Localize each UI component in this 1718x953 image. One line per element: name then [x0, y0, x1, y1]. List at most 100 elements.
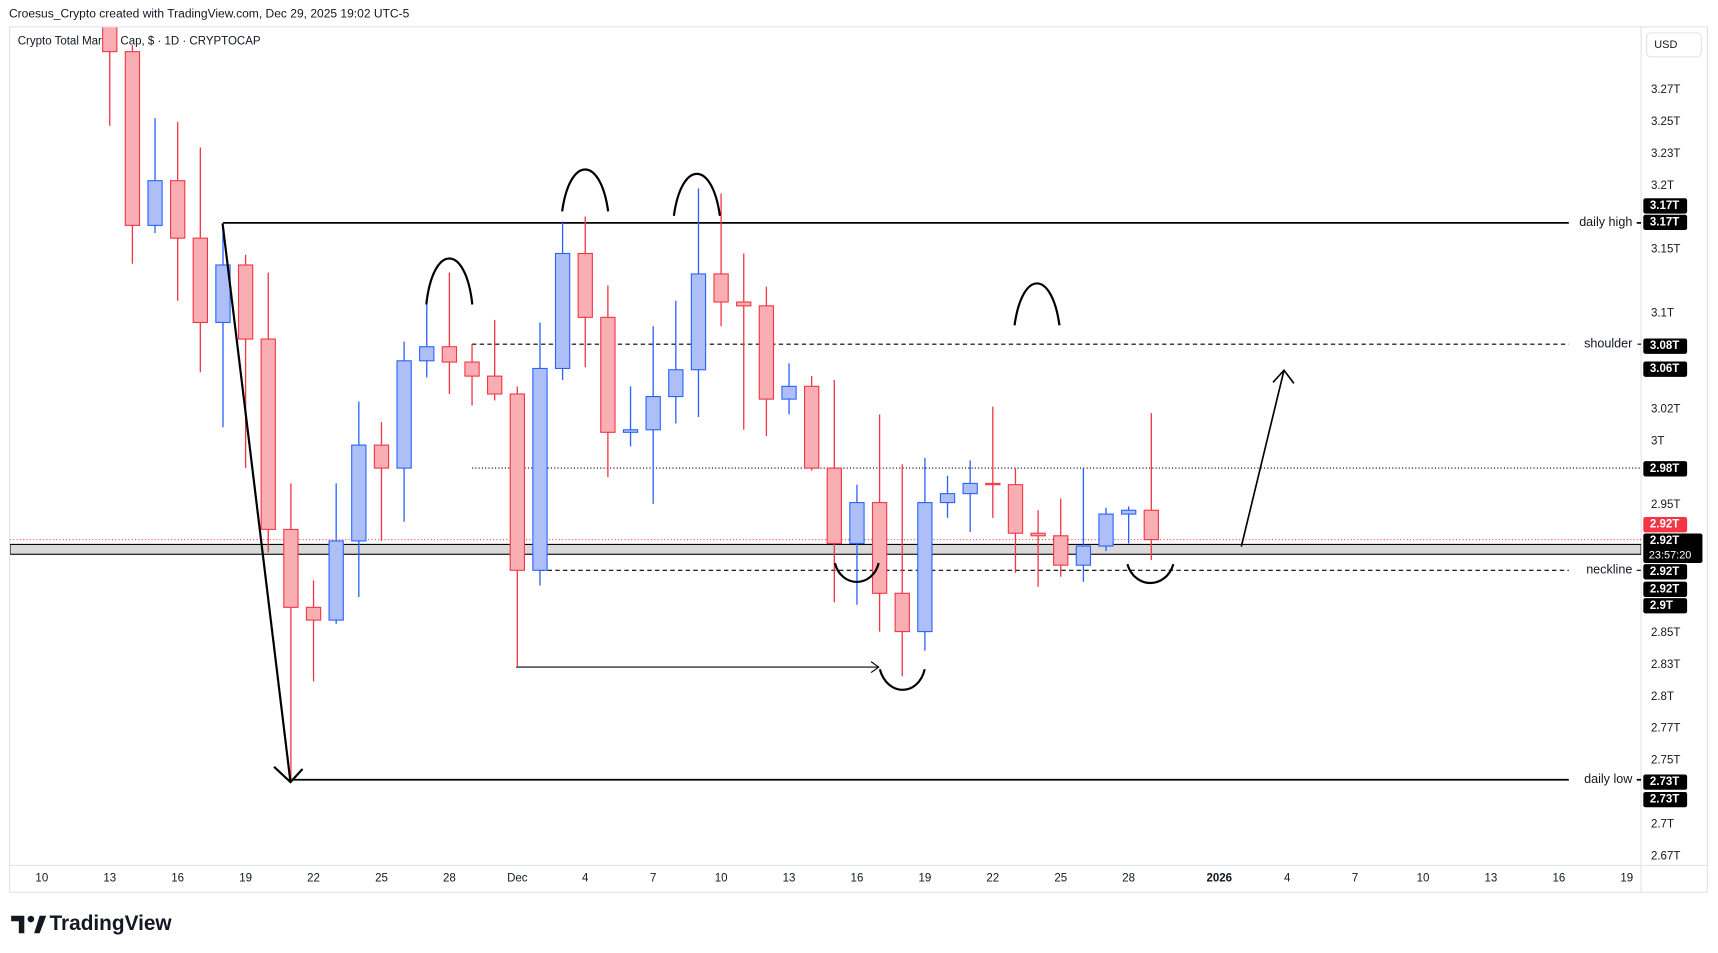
price-label-box [1643, 361, 1688, 377]
arc-top [672, 172, 721, 216]
x-tick-label: 13 [103, 873, 116, 885]
price-label: 2.92T [1650, 583, 1679, 595]
x-tick-label: 10 [35, 873, 48, 885]
candle-body [305, 606, 322, 621]
level-label-bg [1568, 772, 1637, 788]
candle-body [939, 493, 956, 504]
x-tick-label: 2026 [1206, 873, 1232, 885]
candle-body [237, 264, 254, 340]
price-label: 2.9T [1650, 600, 1673, 612]
range-band [10, 543, 1642, 555]
candle-body [124, 51, 141, 226]
arrow-head [273, 765, 304, 784]
brand: TradingView [49, 912, 172, 935]
x-tick-label: 22 [307, 873, 320, 885]
candle-body [758, 305, 775, 400]
candle-body [1075, 545, 1092, 566]
arrow-head [1272, 368, 1295, 384]
price-label-box [1643, 774, 1688, 790]
currency-label: USD [1654, 39, 1677, 51]
candle-body [487, 375, 503, 395]
candle-body [917, 502, 933, 633]
level-label-bg [1568, 562, 1637, 578]
candle-body [283, 528, 299, 608]
x-tick-label: 7 [650, 873, 656, 885]
y-tick-label: 2.85T [1651, 627, 1680, 639]
candle-body [509, 393, 525, 571]
price-label-box [1643, 338, 1688, 354]
candle-body [102, 27, 118, 53]
price-label-box [1643, 791, 1688, 808]
price-label-box [1643, 581, 1688, 597]
y-tick-label: 2.95T [1651, 499, 1680, 511]
y-tick-label: 3.23T [1651, 148, 1680, 160]
price-label-box [1643, 461, 1688, 477]
level-label: neckline [1586, 563, 1632, 577]
trend-arrow [221, 223, 292, 783]
level-label-bg [1568, 215, 1637, 231]
candle-body [713, 273, 729, 303]
x-tick-label: Dec [507, 873, 528, 885]
candle-body [985, 482, 1001, 486]
y-tick-label: 2.75T [1651, 755, 1680, 767]
chart-title: Crypto Total Market Cap, $ · 1D · CRYPTO… [18, 36, 261, 48]
x-tick-label: 16 [1552, 873, 1565, 885]
arc-top [425, 257, 474, 305]
candle-body [441, 346, 458, 363]
candle-body [781, 385, 797, 400]
chart-frame [8, 26, 1708, 893]
brand-logo: TradingView [11, 912, 172, 935]
candle-body [1053, 535, 1069, 566]
y-tick-label: 2.67T [1651, 850, 1680, 862]
candle-body [351, 444, 367, 542]
arrow-head [870, 661, 880, 674]
price-label: 3.17T [1650, 216, 1679, 228]
candle-body [192, 237, 208, 324]
arc-bottom [878, 668, 926, 691]
x-tick-label: 19 [239, 873, 252, 885]
candle-body [328, 540, 344, 621]
x-tick-label: 25 [1054, 873, 1067, 885]
y-tick-label: 3.27T [1651, 84, 1680, 96]
candle-body [894, 592, 910, 633]
x-tick-label: 10 [1417, 873, 1430, 885]
candle-body [622, 429, 639, 433]
candle-body [690, 273, 707, 371]
y-tick-label: 3.1T [1651, 308, 1674, 320]
price-label: 2.92T [1650, 519, 1679, 531]
candle-body [1143, 509, 1159, 541]
candle-body [464, 361, 480, 377]
candle-body [804, 385, 820, 469]
price-label: 2.92T [1650, 566, 1679, 578]
arc-top [1013, 282, 1061, 326]
drawings [221, 168, 1295, 784]
candle-body [962, 482, 978, 495]
candle-body [554, 252, 571, 370]
price-label: 3.17T [1650, 200, 1679, 212]
price-label: 3.08T [1650, 340, 1679, 352]
x-tick-label: 10 [715, 873, 728, 885]
y-tick-label: 2.77T [1651, 723, 1680, 735]
x-tick-label: 28 [1122, 873, 1135, 885]
x-tick-label: 25 [375, 873, 388, 885]
candle-body [532, 367, 548, 571]
x-tick-label: 28 [443, 873, 456, 885]
currency-button[interactable] [1646, 32, 1702, 58]
candle-body [373, 444, 390, 469]
candle-body [826, 467, 842, 545]
y-tick-label: 2.8T [1651, 691, 1674, 703]
candle-body [147, 180, 163, 226]
candle-body [600, 316, 616, 433]
arc-bottom [1126, 563, 1175, 585]
price-label-box [1643, 198, 1688, 214]
candle-body [170, 180, 186, 239]
price-label: 2.73T [1650, 776, 1679, 788]
candle-body [871, 502, 888, 594]
price-label: 2.98T [1650, 463, 1679, 475]
candle-body [849, 502, 865, 545]
y-tick-label: 2.7T [1651, 819, 1674, 831]
x-tick-label: 22 [986, 873, 999, 885]
